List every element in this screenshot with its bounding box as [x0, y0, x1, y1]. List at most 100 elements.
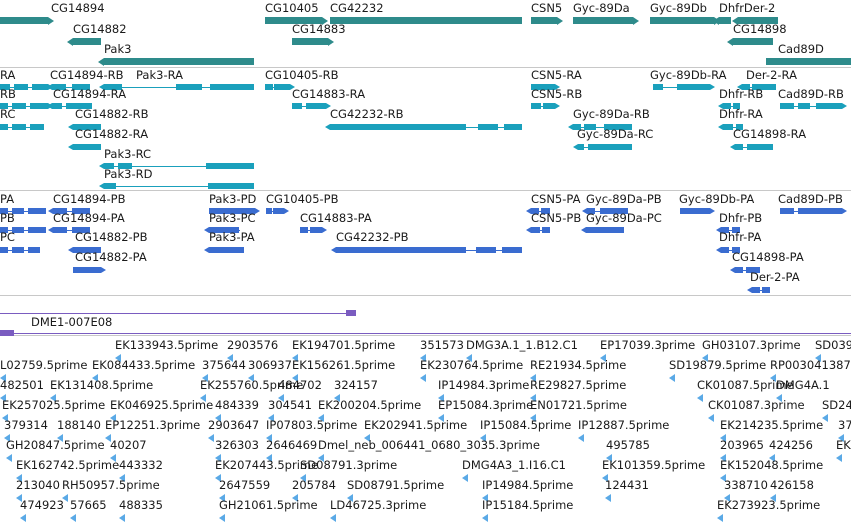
feature-label[interactable]: SD08791.3prime [300, 458, 398, 472]
gene-glyph[interactable] [73, 38, 101, 45]
feature-label[interactable]: Dhfr-RA [719, 107, 763, 121]
exon-glyph[interactable] [732, 227, 740, 233]
exon-glyph[interactable] [30, 103, 48, 109]
feature-label[interactable]: 213040 [16, 478, 60, 492]
feature-label[interactable]: Gyc-89Da-PB [586, 192, 662, 206]
feature-label[interactable]: Gyc-89Db-RA [650, 68, 727, 82]
feature-label[interactable]: CG10405 [265, 1, 319, 15]
feature-label[interactable]: 304541 [268, 398, 312, 412]
feature-label[interactable]: Pak3-RC [104, 147, 152, 161]
exon-glyph[interactable] [752, 84, 776, 90]
exon-glyph[interactable] [531, 103, 541, 109]
exon-glyph[interactable] [502, 247, 522, 253]
feature-label[interactable]: CG14882-RA [75, 127, 149, 141]
feature-label[interactable]: DMG3A.1_1.B12.C1 [466, 338, 578, 352]
exon-glyph[interactable] [306, 103, 326, 109]
exon-glyph[interactable] [12, 227, 24, 233]
feature-label[interactable]: CG14894-PB [53, 192, 126, 206]
exon-glyph[interactable] [206, 163, 254, 169]
feature-label[interactable]: CG10405-PB [266, 192, 339, 206]
exon-glyph[interactable] [118, 163, 132, 169]
exon-glyph[interactable] [798, 208, 842, 214]
exon-glyph[interactable] [584, 124, 596, 130]
gene-glyph[interactable] [104, 58, 254, 65]
feature-label[interactable]: Cad89D [778, 42, 824, 56]
feature-label[interactable]: Dhfr-RB [719, 87, 764, 101]
exon-glyph[interactable] [209, 208, 255, 214]
feature-label[interactable]: 2646469 [266, 438, 318, 452]
feature-label[interactable]: IP07803.5prime [266, 418, 358, 432]
gene-glyph[interactable] [292, 38, 328, 45]
feature-label[interactable]: CG14894-RA [53, 87, 127, 101]
exon-glyph[interactable] [210, 84, 254, 90]
exon-glyph[interactable] [300, 227, 308, 233]
feature-label[interactable]: Gyc-89Db [650, 1, 707, 15]
exon-glyph[interactable] [588, 144, 632, 150]
exon-glyph[interactable] [104, 183, 116, 189]
feature-label[interactable]: EK131408.5prime [50, 378, 154, 392]
exon-glyph[interactable] [762, 287, 770, 293]
exon-glyph[interactable] [541, 208, 550, 214]
feature-label[interactable]: RH50957.5prime [62, 478, 160, 492]
exon-glyph[interactable] [746, 267, 760, 273]
exon-glyph[interactable] [265, 84, 273, 90]
feature-label[interactable]: CG14898 [733, 22, 787, 36]
exon-glyph[interactable] [542, 227, 550, 233]
feature-label[interactable]: CG42232-RB [330, 107, 404, 121]
gene-glyph[interactable] [738, 17, 778, 24]
feature-label[interactable]: CSN5-RB [531, 87, 583, 101]
feature-label[interactable]: 484702 [278, 378, 322, 392]
feature-label[interactable]: 443332 [119, 458, 163, 472]
feature-label[interactable]: EK133943.5prime [115, 338, 219, 352]
feature-label[interactable]: EK200204.5prime [318, 398, 422, 412]
exon-glyph[interactable] [723, 124, 733, 130]
feature-label[interactable]: EK101359.5prime [602, 458, 706, 472]
clone-end-glyph[interactable] [346, 310, 356, 316]
exon-glyph[interactable] [721, 247, 729, 253]
feature-label[interactable]: Pak3-PA [209, 230, 255, 244]
exon-glyph[interactable] [292, 103, 302, 109]
feature-label[interactable]: LD46725.3prime [330, 498, 427, 512]
exon-glyph[interactable] [336, 247, 466, 253]
exon-glyph[interactable] [52, 103, 62, 109]
feature-label[interactable]: EK257025.5prime [2, 398, 106, 412]
exon-glyph[interactable] [677, 84, 710, 90]
feature-label[interactable]: IP15084.5prime [480, 418, 572, 432]
feature-label[interactable]: 379314 [4, 418, 48, 432]
feature-label[interactable]: CG14894 [51, 1, 105, 15]
exon-glyph[interactable] [604, 124, 632, 130]
exon-glyph[interactable] [0, 124, 8, 130]
feature-label[interactable]: GH20847.5prime [6, 438, 105, 452]
feature-label[interactable]: 375644 [202, 358, 246, 372]
gene-glyph[interactable] [573, 17, 633, 24]
gene-glyph[interactable] [531, 17, 557, 24]
exon-glyph[interactable] [653, 84, 663, 90]
feature-label[interactable]: 2903647 [208, 418, 260, 432]
feature-label[interactable]: RB [0, 87, 16, 101]
exon-glyph[interactable] [723, 103, 731, 109]
exon-glyph[interactable] [686, 208, 710, 214]
exon-glyph[interactable] [12, 247, 24, 253]
exon-glyph[interactable] [543, 103, 555, 109]
gene-glyph[interactable] [733, 38, 773, 45]
feature-label[interactable]: CG14898-RA [733, 127, 807, 141]
feature-label[interactable]: Pak3-PD [209, 192, 257, 206]
feature-label[interactable]: 326303 [215, 438, 259, 452]
exon-glyph[interactable] [209, 247, 244, 253]
feature-label[interactable]: EK273923.5prime [717, 498, 821, 512]
feature-label[interactable]: DMG4A.1 [776, 378, 830, 392]
feature-label[interactable]: CSN5-PB [531, 211, 582, 225]
feature-label[interactable]: Cad89D-RB [778, 87, 844, 101]
feature-label[interactable]: Der-2-RA [746, 68, 797, 82]
feature-label[interactable]: EN01721.5prime [530, 398, 627, 412]
feature-label[interactable]: 482501 [0, 378, 44, 392]
feature-label[interactable]: Dhfr-PB [719, 211, 763, 225]
feature-label[interactable]: RC [0, 107, 16, 121]
feature-label[interactable]: EK162742.5prime [16, 458, 120, 472]
exon-glyph[interactable] [330, 124, 466, 130]
feature-label[interactable]: IP14984.3prime [438, 378, 530, 392]
feature-label[interactable]: EP15084.3prime [438, 398, 534, 412]
feature-label[interactable]: RE21934.5prime [530, 358, 627, 372]
exon-glyph[interactable] [52, 84, 66, 90]
gene-glyph[interactable] [766, 58, 851, 65]
